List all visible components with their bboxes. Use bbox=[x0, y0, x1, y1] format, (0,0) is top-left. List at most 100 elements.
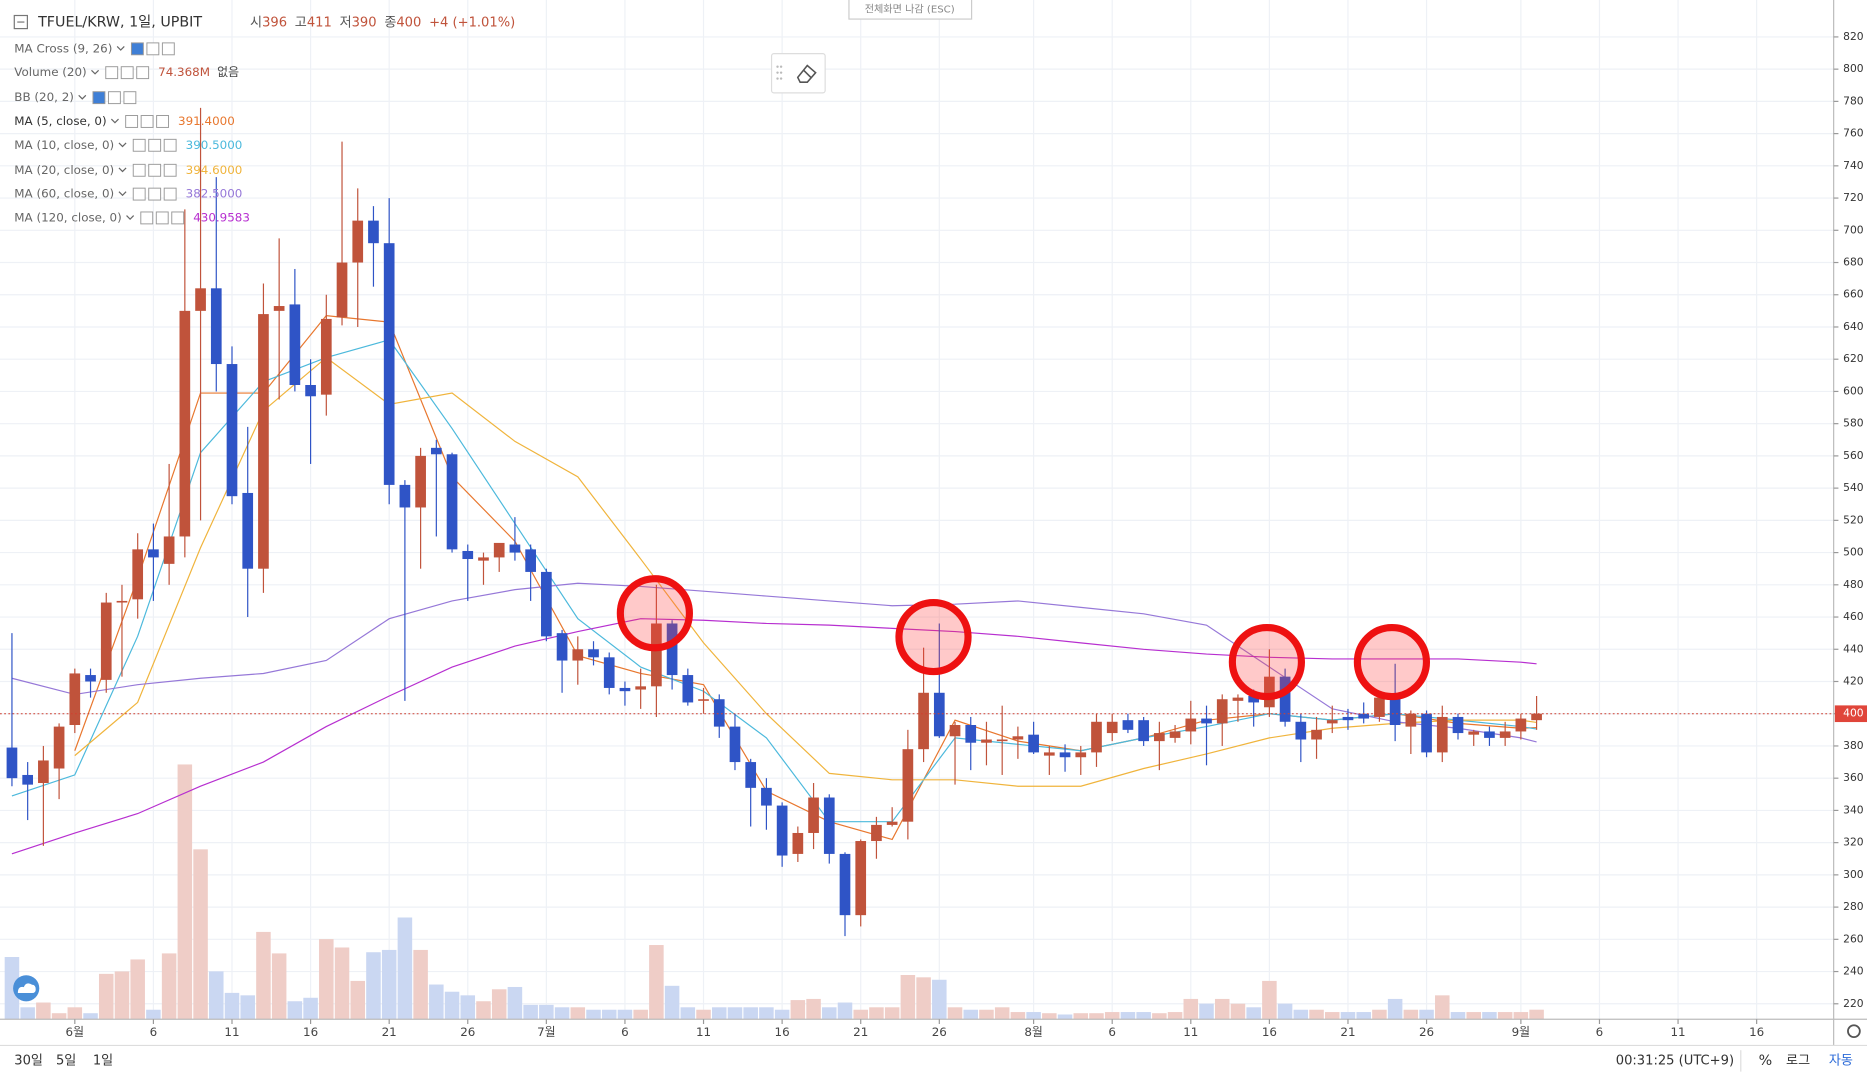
auto-button[interactable]: 자동 bbox=[1829, 1052, 1853, 1068]
fullscreen-hint-box[interactable] bbox=[848, 0, 973, 20]
legend-icon[interactable] bbox=[146, 42, 160, 56]
x-tick-label: 16 bbox=[1262, 1025, 1277, 1039]
legend-icon[interactable] bbox=[148, 138, 162, 152]
candle-body bbox=[855, 841, 867, 916]
drag-handle[interactable] bbox=[776, 65, 783, 80]
x-tick-label: 8월 bbox=[1024, 1025, 1043, 1039]
legend-chevron[interactable] bbox=[116, 46, 125, 51]
legend-icon[interactable] bbox=[161, 42, 175, 56]
range-button[interactable]: 30일 bbox=[14, 1052, 43, 1068]
legend-icon[interactable] bbox=[148, 163, 162, 177]
settings-button[interactable] bbox=[1847, 1024, 1861, 1039]
range-button[interactable]: 1일 bbox=[93, 1052, 113, 1068]
legend-extra: 없음 bbox=[217, 65, 239, 79]
legend-icon[interactable] bbox=[163, 187, 177, 201]
ohlc-label: 시 bbox=[250, 15, 262, 30]
candle-body bbox=[478, 557, 489, 561]
legend-icon[interactable] bbox=[92, 91, 106, 105]
volume-bar bbox=[177, 764, 193, 1020]
legend-icon[interactable] bbox=[132, 138, 146, 152]
change: +4 (+1.01%) bbox=[429, 15, 515, 30]
candle-body bbox=[1091, 721, 1102, 753]
legend-chevron[interactable] bbox=[118, 191, 127, 197]
legend-value: 430.9583 bbox=[193, 210, 250, 224]
legend-chevron[interactable] bbox=[110, 118, 119, 124]
symbol[interactable]: TFUEL/KRW, 1일, UPBIT bbox=[37, 14, 202, 31]
volume-bar bbox=[4, 956, 20, 1020]
legend-icon[interactable] bbox=[123, 91, 137, 105]
legend-icon[interactable] bbox=[156, 115, 170, 128]
legend-icon[interactable] bbox=[148, 187, 162, 201]
legend-chevron[interactable] bbox=[91, 69, 100, 75]
drawing-toolbox bbox=[770, 53, 826, 94]
legend-icon[interactable] bbox=[132, 163, 146, 177]
volume-bar bbox=[98, 973, 114, 1020]
legend-chevron[interactable] bbox=[78, 94, 87, 100]
legend-icon[interactable] bbox=[171, 211, 185, 225]
candle-body bbox=[462, 550, 474, 560]
legend-icon[interactable] bbox=[125, 115, 139, 128]
collapse-icon[interactable] bbox=[13, 14, 28, 30]
legend-icon[interactable] bbox=[155, 211, 169, 225]
highlight-circle bbox=[1228, 623, 1305, 701]
candle-body bbox=[1515, 718, 1527, 732]
log-button[interactable]: 로그 bbox=[1786, 1053, 1810, 1068]
legend-icon[interactable] bbox=[163, 163, 177, 177]
candle-body bbox=[1452, 716, 1464, 734]
eraser-button[interactable] bbox=[796, 64, 817, 83]
y-tick-label: 240 bbox=[1843, 965, 1864, 978]
volume-bar bbox=[161, 953, 177, 1020]
legend-chevron[interactable] bbox=[118, 167, 127, 173]
volume-bar bbox=[1513, 1012, 1529, 1020]
candle-body bbox=[1185, 718, 1197, 732]
volume-bar bbox=[1199, 1003, 1214, 1020]
y-tick-label: 340 bbox=[1843, 803, 1864, 816]
x-tick-label: 7월 bbox=[537, 1025, 556, 1039]
legend-name[interactable]: MA Cross (9, 26) bbox=[14, 41, 112, 55]
legend-icon[interactable] bbox=[140, 115, 154, 128]
volume-bar bbox=[240, 995, 255, 1020]
volume-bar bbox=[83, 1013, 98, 1020]
legend-icon[interactable] bbox=[130, 42, 144, 56]
legend-icon[interactable] bbox=[120, 66, 134, 80]
legend-name[interactable]: MA (120, close, 0) bbox=[14, 210, 121, 224]
fullscreen-hint[interactable]: 전체화면 나감 (ESC) bbox=[865, 4, 955, 16]
candle-body bbox=[368, 220, 379, 244]
volume-bar bbox=[1309, 1009, 1324, 1020]
y-tick-label: 580 bbox=[1843, 417, 1864, 430]
ohlc-value: 396 bbox=[262, 15, 287, 30]
y-tick-label: 540 bbox=[1843, 481, 1864, 494]
highlight-circle bbox=[1353, 623, 1431, 701]
range-button[interactable]: 5일 bbox=[56, 1052, 76, 1068]
y-tick-label: 440 bbox=[1843, 642, 1864, 655]
candle-body bbox=[682, 675, 694, 703]
legend-name[interactable]: MA (5, close, 0) bbox=[14, 114, 106, 128]
legend-name[interactable]: MA (10, close, 0) bbox=[14, 138, 114, 152]
candle-body bbox=[430, 447, 442, 455]
legend-name[interactable]: Volume (20) bbox=[14, 65, 86, 79]
legend-icon[interactable] bbox=[107, 91, 121, 105]
volume-bar bbox=[601, 1009, 617, 1020]
volume-bar bbox=[381, 949, 397, 1020]
volume-bar bbox=[130, 959, 145, 1020]
legend-name[interactable]: MA (20, close, 0) bbox=[14, 163, 114, 177]
volume-bar bbox=[743, 1007, 758, 1020]
candle-body bbox=[1342, 716, 1354, 721]
legend-icon[interactable] bbox=[132, 187, 146, 201]
legend-name[interactable]: MA (60, close, 0) bbox=[14, 187, 114, 201]
legend-name[interactable]: BB (20, 2) bbox=[14, 90, 74, 104]
volume-bar bbox=[696, 1009, 711, 1020]
volume-bar bbox=[774, 1009, 790, 1020]
volume-bar bbox=[1466, 1012, 1481, 1020]
legend-chevron[interactable] bbox=[118, 142, 127, 148]
legend-icon[interactable] bbox=[140, 211, 154, 225]
legend-icon[interactable] bbox=[163, 138, 177, 152]
y-tick-label: 680 bbox=[1843, 256, 1864, 269]
candle-body bbox=[1295, 721, 1307, 740]
candle-body bbox=[195, 288, 206, 311]
candle-body bbox=[933, 692, 945, 737]
legend-chevron[interactable] bbox=[126, 215, 135, 220]
percent-button[interactable]: % bbox=[1759, 1053, 1773, 1069]
legend-icon[interactable] bbox=[136, 66, 150, 80]
legend-icon[interactable] bbox=[105, 66, 119, 80]
